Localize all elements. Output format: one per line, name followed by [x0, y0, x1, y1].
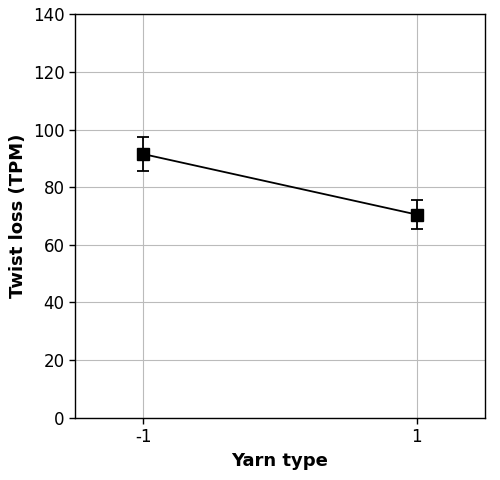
X-axis label: Yarn type: Yarn type: [232, 452, 328, 469]
Y-axis label: Twist loss (TPM): Twist loss (TPM): [10, 134, 28, 298]
